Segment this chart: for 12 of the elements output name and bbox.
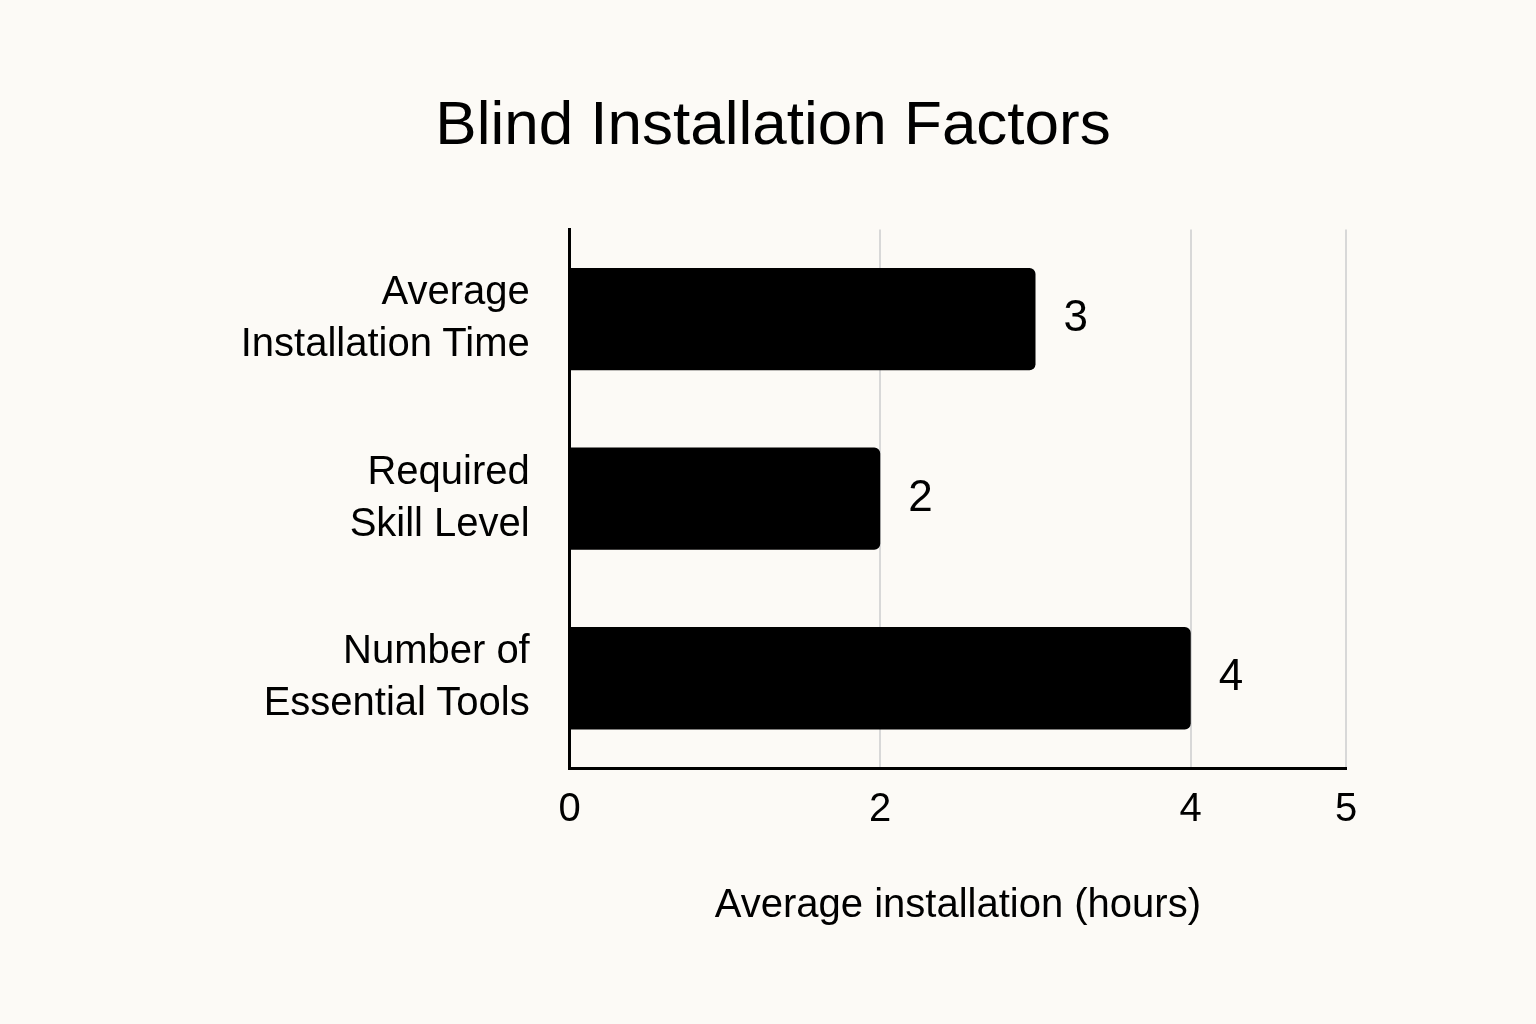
y-tick-label: Average Installation Time [240,268,530,365]
x-tick-label: 4 [1179,785,1202,830]
data-label: 2 [908,470,933,520]
x-tick-label: 5 [1334,785,1358,830]
data-label: 4 [1218,650,1244,700]
y-tick-label: Number of Essential Tools [263,627,531,724]
data-label: 3 [1063,291,1088,341]
y-tick-label: Required Skill Level [349,447,530,544]
chart-title: Blind Installation Factors [435,88,1111,158]
x-tick-label: 2 [869,785,892,830]
x-axis-title: Average installation (hours) [714,881,1201,926]
x-tick-label: 0 [558,785,581,830]
